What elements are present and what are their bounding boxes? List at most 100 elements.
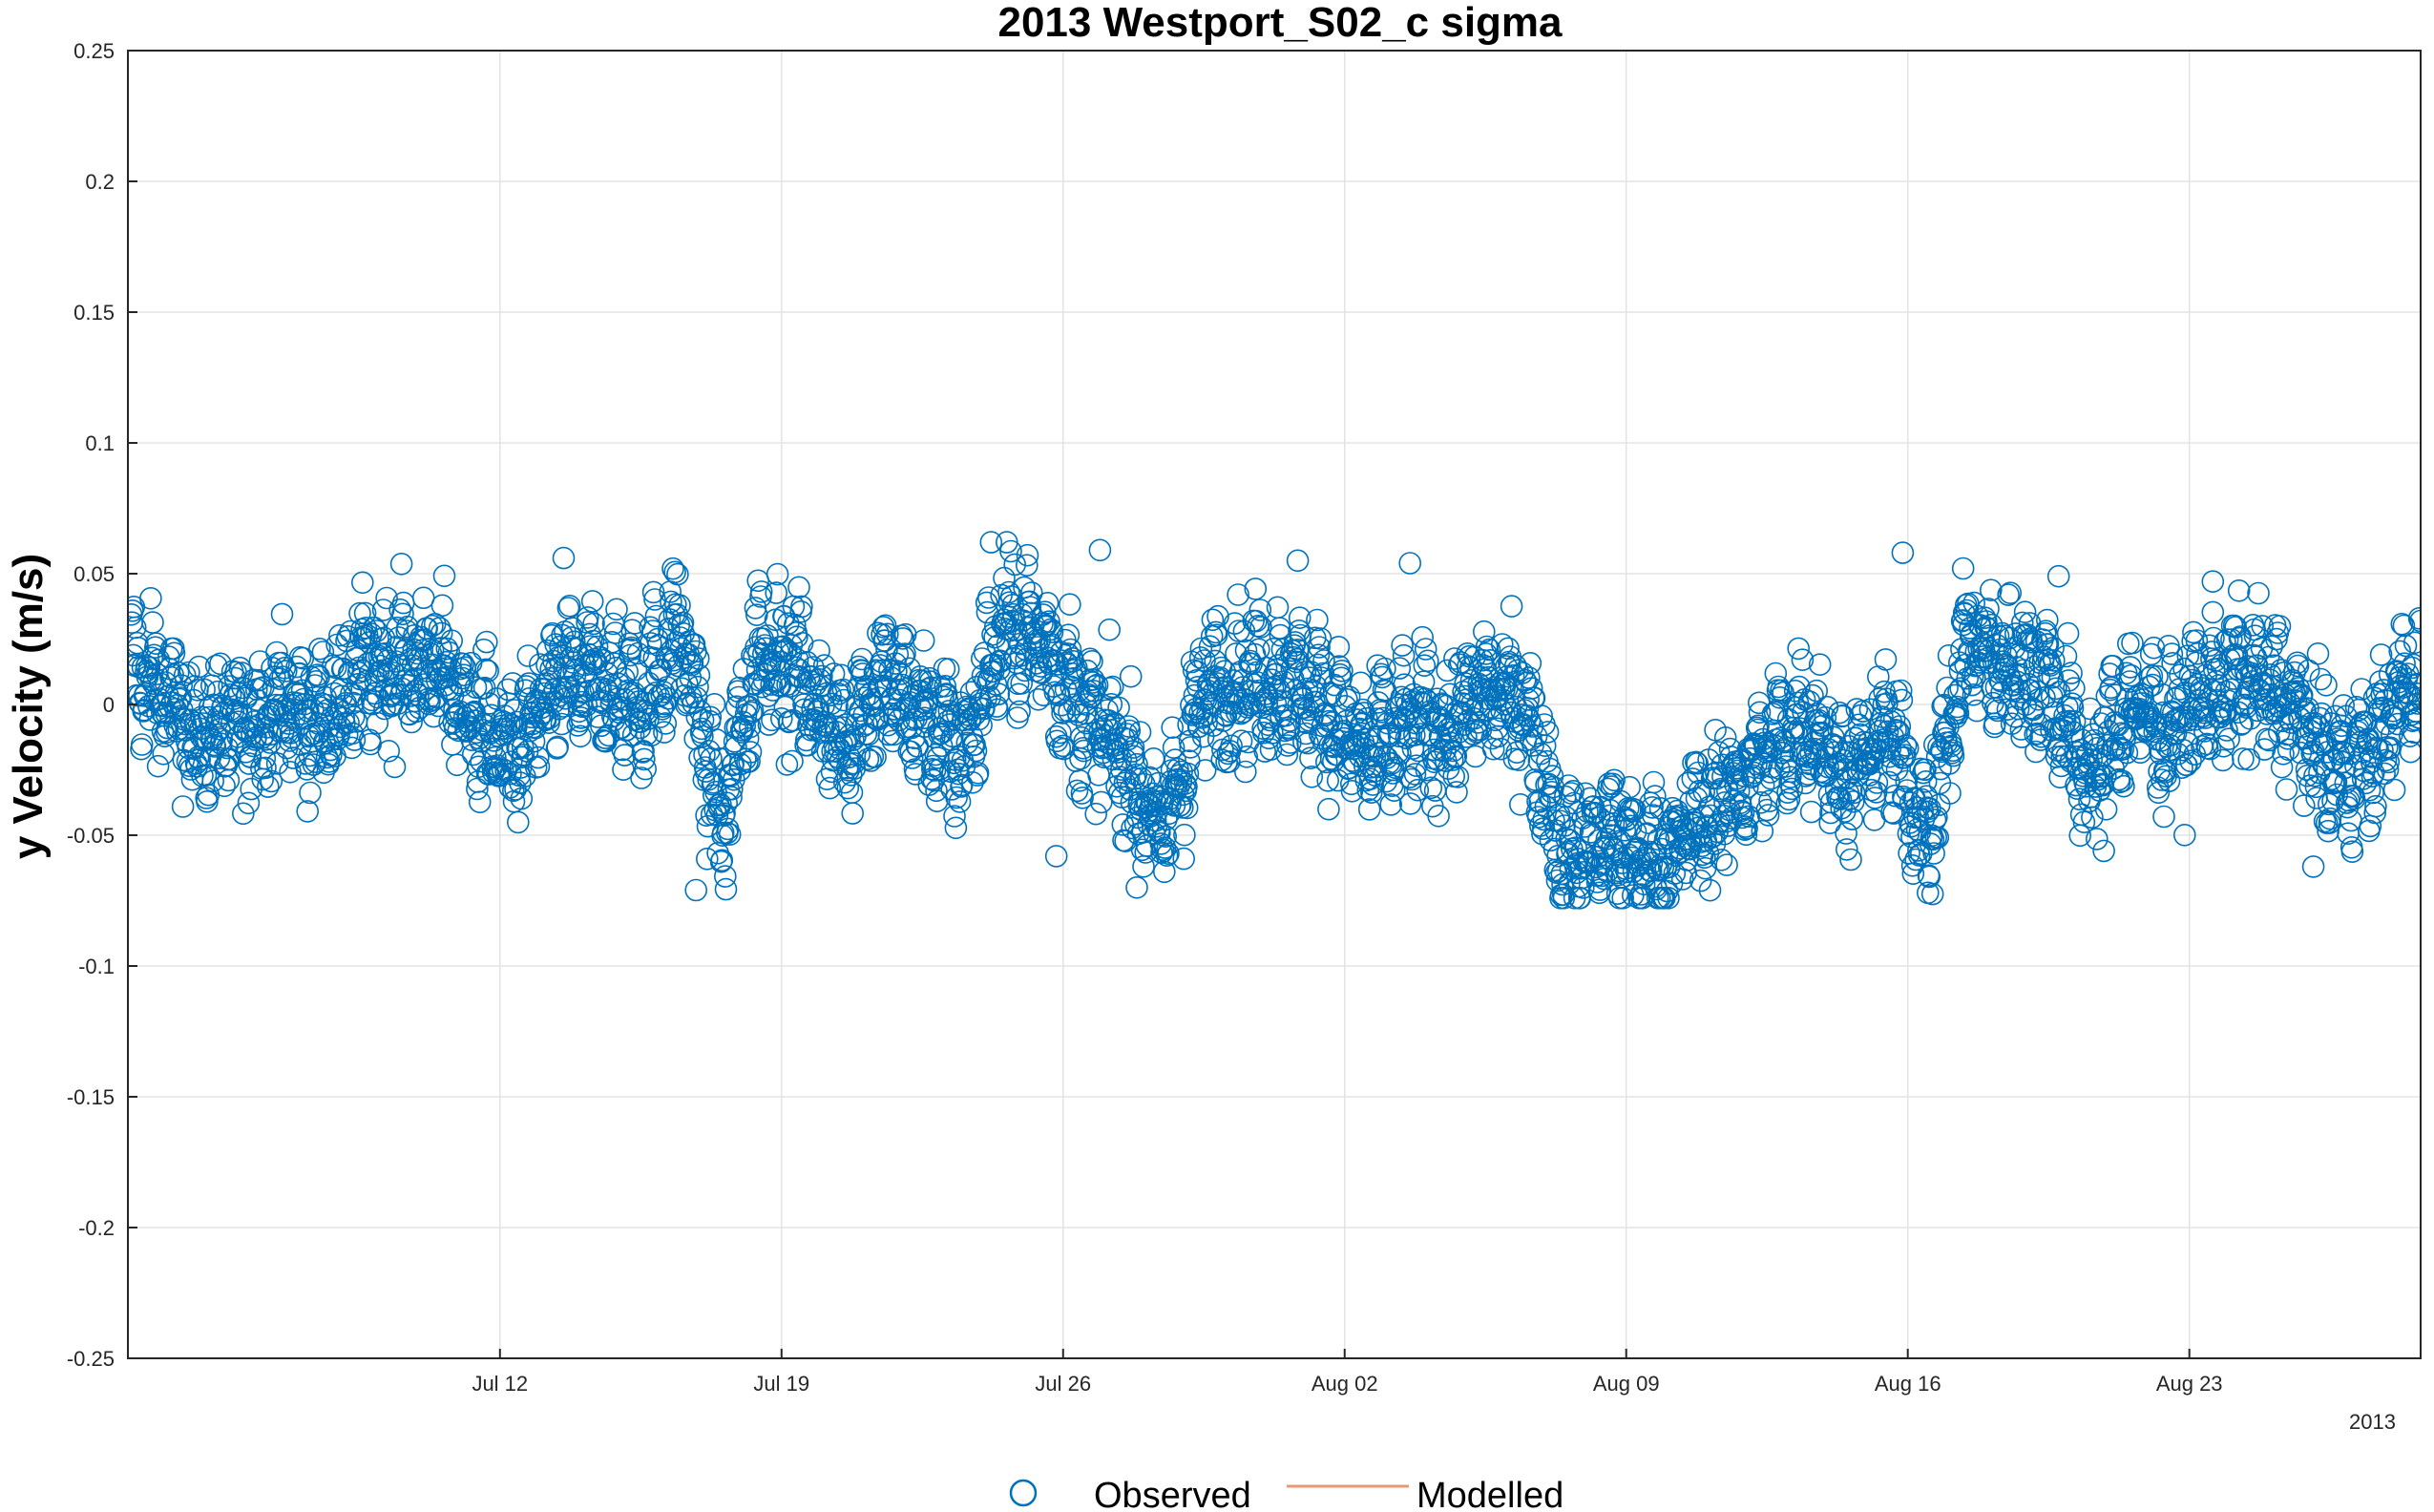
observed-point [1532,808,1556,831]
observed-point [1272,670,1295,693]
observed-point [2232,747,2255,770]
observed-point [1917,881,1940,905]
observed-point [808,639,830,662]
observed-point [1404,711,1427,735]
observed-point [2244,645,2267,668]
observed-point [2227,578,2251,602]
y-tick-label: 0.2 [85,170,115,194]
observed-point [741,699,765,723]
observed-point [2409,609,2421,633]
observed-point [1196,673,1220,696]
observed-point [1796,763,1819,787]
x-tick-label: Jul 12 [472,1372,528,1396]
observed-point [375,586,398,610]
observed-point [640,724,663,747]
observed-point [1472,654,1495,677]
observed-point [1590,864,1614,888]
observed-point [1312,649,1335,672]
observed-point [654,712,678,735]
observed-point [850,647,873,671]
observed-point [2237,747,2260,771]
observed-point [932,685,955,708]
observed-point [2081,806,2104,830]
observed-point [240,777,263,801]
observed-point [2362,762,2385,785]
observed-point [1919,797,1941,821]
observed-point [2363,801,2386,825]
observed-point [2394,681,2417,704]
observed-point [2041,665,2065,689]
observed-point [1507,748,1531,771]
observed-point [795,650,819,674]
observed-point [1748,701,1772,724]
observed-point [1016,554,1039,578]
observed-point [736,726,760,750]
observed-point [724,736,747,759]
observed-point [1351,711,1374,735]
observed-point [628,716,652,740]
observed-point [1367,691,1390,714]
observed-point [2358,778,2382,802]
observed-point [1084,802,1107,826]
observed-point [230,662,254,684]
observed-point [1868,687,1891,710]
observed-point [1635,822,1659,845]
observed-point [350,571,374,595]
observed-point [2043,649,2066,672]
observed-point [474,630,498,654]
observed-point [1698,878,1722,902]
observed-point [270,602,294,626]
observed-point [857,723,880,746]
observed-point [1244,578,1268,600]
observed-point [526,746,550,769]
observed-point [2002,674,2025,697]
observed-point [2034,620,2058,643]
observed-point [634,757,658,781]
observed-point [661,648,685,672]
observed-point [1696,841,1720,865]
observed-point [1150,841,1173,865]
observed-point [511,735,535,759]
observed-point [509,771,532,794]
observed-point [1839,848,1862,872]
observed-point [875,622,899,646]
observed-point [1249,616,1272,639]
observed-point [1441,748,1464,771]
observed-point [710,849,734,872]
observed-point [1792,701,1815,724]
observed-point [256,775,280,798]
y-axis-label: y Velocity (m/s) [5,554,52,859]
observed-point [1050,693,1074,717]
observed-point [1308,636,1331,659]
observed-point [1119,664,1143,688]
observed-point [661,556,684,580]
observed-point [1977,598,2000,620]
observed-point [1157,842,1180,866]
legend-modelled-label: Modelled [1416,1476,1563,1512]
observed-point [1173,823,1196,847]
observed-point [2178,664,2202,688]
observed-point [1521,734,1544,757]
observed-point [1533,734,1557,758]
observed-point [738,715,762,739]
observed-point [1520,677,1543,700]
observed-point [440,629,464,653]
observed-point [1513,668,1537,692]
observed-point [2402,653,2421,677]
observed-point [560,626,583,649]
observed-point [1874,648,1898,671]
observed-point [893,642,916,665]
observed-point [2101,654,2125,678]
observed-point [988,658,1011,681]
observed-point [1962,591,1985,615]
observed-point [130,733,154,756]
observed-point [1780,777,1803,801]
observed-point [299,781,322,805]
observed-point [1951,556,1975,580]
observed-point [2245,654,2269,678]
observed-point [2268,615,2292,638]
observed-point [569,706,593,729]
observed-point [1274,645,1298,668]
observed-point [1710,848,1733,872]
observed-point [2010,725,2033,748]
